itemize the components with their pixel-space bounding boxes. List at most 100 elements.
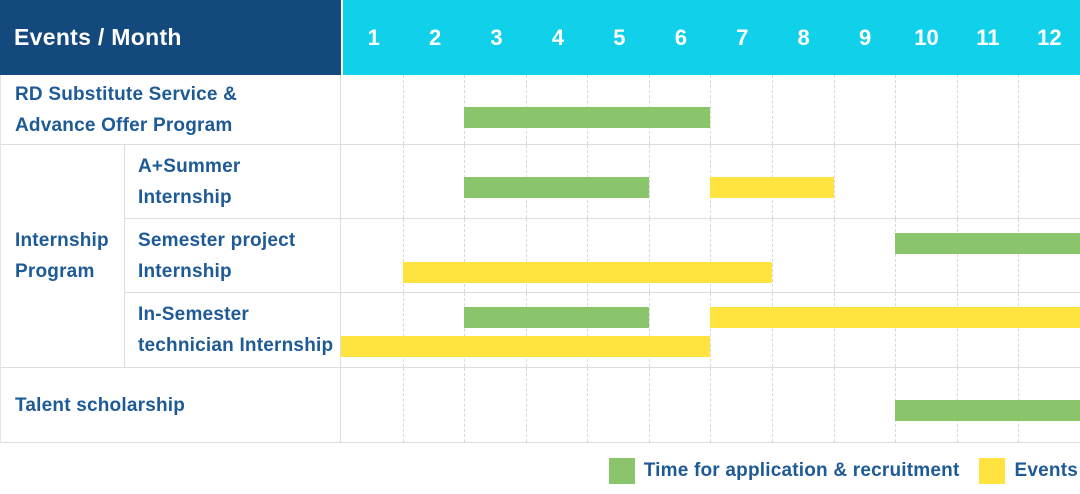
table-row: RD Substitute Service & Advance Offer Pro… [1, 75, 1080, 145]
table-row: In-Semester technician Internship [125, 293, 1080, 367]
gantt-bar-application [895, 400, 1080, 421]
column-gridline [464, 293, 466, 367]
column-gridline [1018, 219, 1020, 292]
month-label-8: 8 [797, 24, 810, 50]
label-line: Internship [138, 260, 232, 282]
month-label-1: 1 [367, 24, 380, 50]
column-gridline [648, 219, 650, 292]
row-label: In-Semester technician Internship [125, 293, 341, 367]
month-grid [341, 219, 1080, 292]
column-gridline [772, 368, 774, 442]
month-header-row: 1 2 3 4 5 6 7 8 9 10 11 12 [341, 0, 1080, 75]
gantt-bar-event [402, 262, 773, 283]
table-row: Talent scholarship [1, 368, 1080, 443]
column-gridline [833, 219, 835, 292]
column-gridline [772, 293, 774, 367]
column-gridline [956, 145, 958, 218]
column-gridline [1018, 75, 1020, 144]
row-label: A+Summer Internship [125, 145, 341, 218]
row-label: Semester project Internship [125, 219, 341, 292]
row-label: RD Substitute Service & Advance Offer Pro… [1, 75, 341, 144]
column-gridline [464, 219, 466, 292]
column-gridline [402, 219, 404, 292]
month-label-3: 3 [490, 24, 503, 50]
gantt-bar-application [464, 307, 649, 328]
legend-label: Events [1014, 460, 1078, 481]
column-gridline [710, 219, 712, 292]
gantt-bar-application [464, 177, 649, 198]
column-gridline [772, 219, 774, 292]
column-gridline [402, 368, 404, 442]
month-label-5: 5 [613, 24, 626, 50]
table-body: RD Substitute Service & Advance Offer Pro… [0, 75, 1080, 443]
gantt-bar-event [710, 307, 1080, 328]
column-gridline [895, 145, 897, 218]
label-line: In-Semester [138, 304, 249, 325]
column-gridline [525, 219, 527, 292]
month-label-12: 12 [1037, 24, 1062, 50]
month-grid [341, 75, 1080, 144]
month-label-6: 6 [674, 24, 687, 50]
table-row: A+Summer Internship [125, 145, 1080, 219]
month-grid [341, 145, 1080, 218]
column-gridline [402, 293, 404, 367]
column-gridline [710, 368, 712, 442]
column-gridline [956, 293, 958, 367]
row-group: Internship Program A+Summer Internship Semes… [1, 145, 1080, 368]
column-gridline [525, 368, 527, 442]
row-group-rows: A+Summer Internship Semester project Intern… [125, 145, 1080, 367]
column-gridline [895, 219, 897, 292]
events-month-header-cell: Events / Month [0, 0, 341, 75]
table-header-row: Events / Month 1 2 3 4 5 6 7 8 9 10 11 12 [0, 0, 1080, 75]
legend-item-application: Time for application & recruitment [608, 458, 960, 484]
column-gridline [833, 75, 835, 144]
column-gridline [648, 293, 650, 367]
column-gridline [895, 75, 897, 144]
label-line: Talent scholarship [15, 394, 186, 416]
legend-label: Time for application & recruitment [643, 460, 960, 481]
column-gridline [833, 145, 835, 218]
column-gridline [402, 145, 404, 218]
month-label-10: 10 [914, 24, 939, 50]
table-title: Events / Month [14, 24, 182, 50]
gantt-bar-event [341, 336, 711, 357]
column-gridline [956, 219, 958, 292]
column-gridline [587, 368, 589, 442]
label-line: technician Internship [138, 335, 334, 356]
column-gridline [956, 75, 958, 144]
month-label-11: 11 [976, 24, 1000, 50]
legend-swatch-event [979, 458, 1006, 484]
column-gridline [710, 75, 712, 144]
label-line: Internship [138, 186, 232, 208]
legend: Time for application & recruitment Events [608, 458, 1078, 484]
column-gridline [648, 145, 650, 218]
column-gridline [772, 75, 774, 144]
legend-swatch-application [608, 458, 635, 484]
row-label: Talent scholarship [1, 368, 341, 442]
column-gridline [1018, 293, 1020, 367]
column-gridline [895, 293, 897, 367]
column-gridline [648, 368, 650, 442]
month-label-4: 4 [551, 24, 565, 50]
label-line: Advance Offer Program [15, 114, 233, 136]
month-label-9: 9 [858, 24, 872, 50]
label-line: RD Substitute Service & [15, 83, 238, 105]
month-label-7: 7 [736, 24, 749, 50]
label-line: A+Summer [138, 155, 241, 177]
month-grid [341, 368, 1080, 442]
label-line: Semester project [138, 229, 296, 251]
label-line: Program [15, 261, 95, 282]
gantt-bar-application [895, 233, 1080, 254]
table-row: Semester project Internship [125, 219, 1080, 293]
month-label-2: 2 [429, 24, 442, 50]
column-gridline [587, 219, 589, 292]
column-gridline [833, 368, 835, 442]
column-gridline [525, 293, 527, 367]
column-gridline [464, 368, 466, 442]
column-gridline [710, 293, 712, 367]
column-gridline [402, 75, 404, 144]
label-line: Internship [15, 230, 109, 251]
gantt-bar-event [710, 177, 834, 198]
month-grid [341, 293, 1080, 367]
